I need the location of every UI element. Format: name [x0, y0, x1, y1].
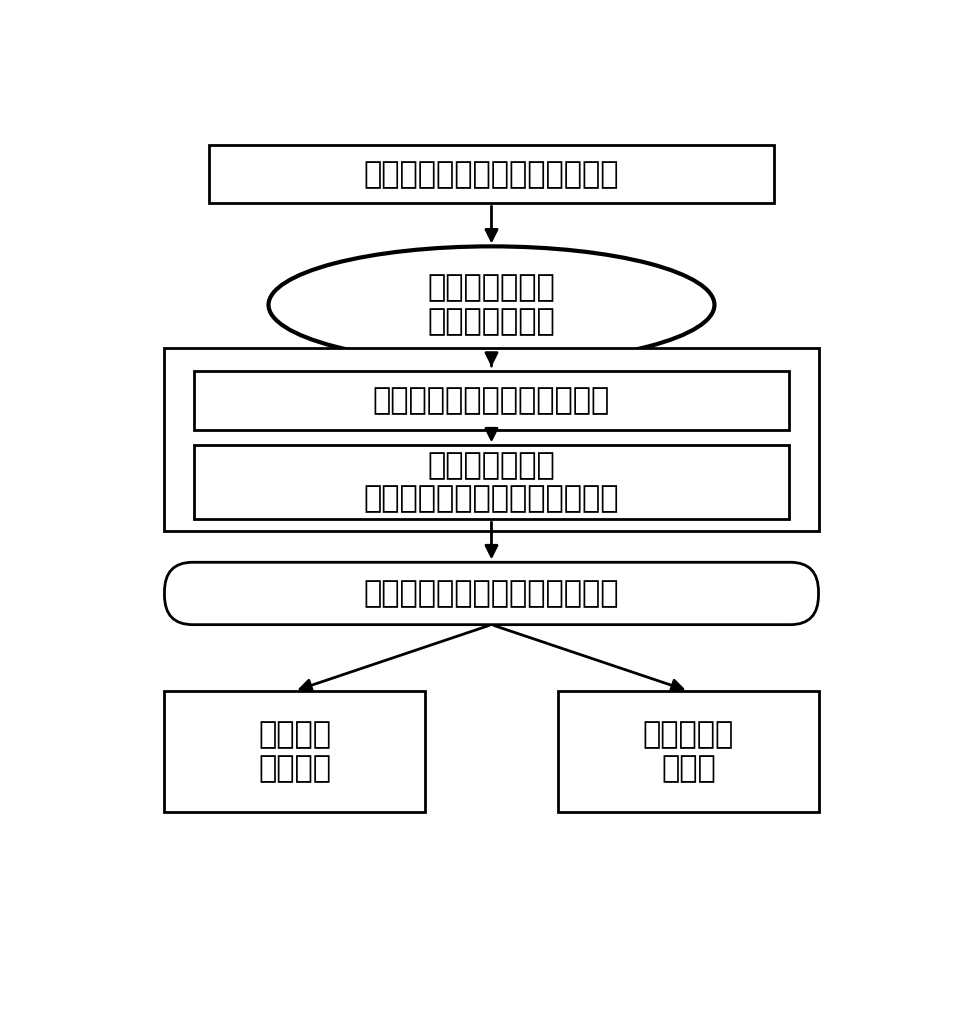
FancyBboxPatch shape — [165, 347, 818, 531]
Text: 基于双摄像机的
交叉口视频输入: 基于双摄像机的 交叉口视频输入 — [428, 274, 555, 336]
Text: 排队等待的
车辆数: 排队等待的 车辆数 — [643, 720, 734, 783]
FancyBboxPatch shape — [558, 691, 818, 811]
FancyBboxPatch shape — [209, 145, 774, 204]
Text: 双摄像机安装及感兴趣区域设置: 双摄像机安装及感兴趣区域设置 — [363, 160, 620, 188]
Text: 针对各摄像机的车辆鲁棒检测: 针对各摄像机的车辆鲁棒检测 — [373, 386, 610, 415]
Ellipse shape — [269, 246, 714, 364]
FancyBboxPatch shape — [194, 371, 788, 430]
FancyBboxPatch shape — [165, 562, 818, 625]
Text: 到达率及
饱和流率: 到达率及 饱和流率 — [258, 720, 331, 783]
Text: 分车道车辆到达与驶离累积曲线: 分车道车辆到达与驶离累积曲线 — [363, 579, 620, 608]
Text: 针对各摄像机的
分车道车辆定位及累积曲线估计: 针对各摄像机的 分车道车辆定位及累积曲线估计 — [363, 451, 620, 514]
FancyBboxPatch shape — [165, 691, 425, 811]
FancyBboxPatch shape — [194, 446, 788, 520]
